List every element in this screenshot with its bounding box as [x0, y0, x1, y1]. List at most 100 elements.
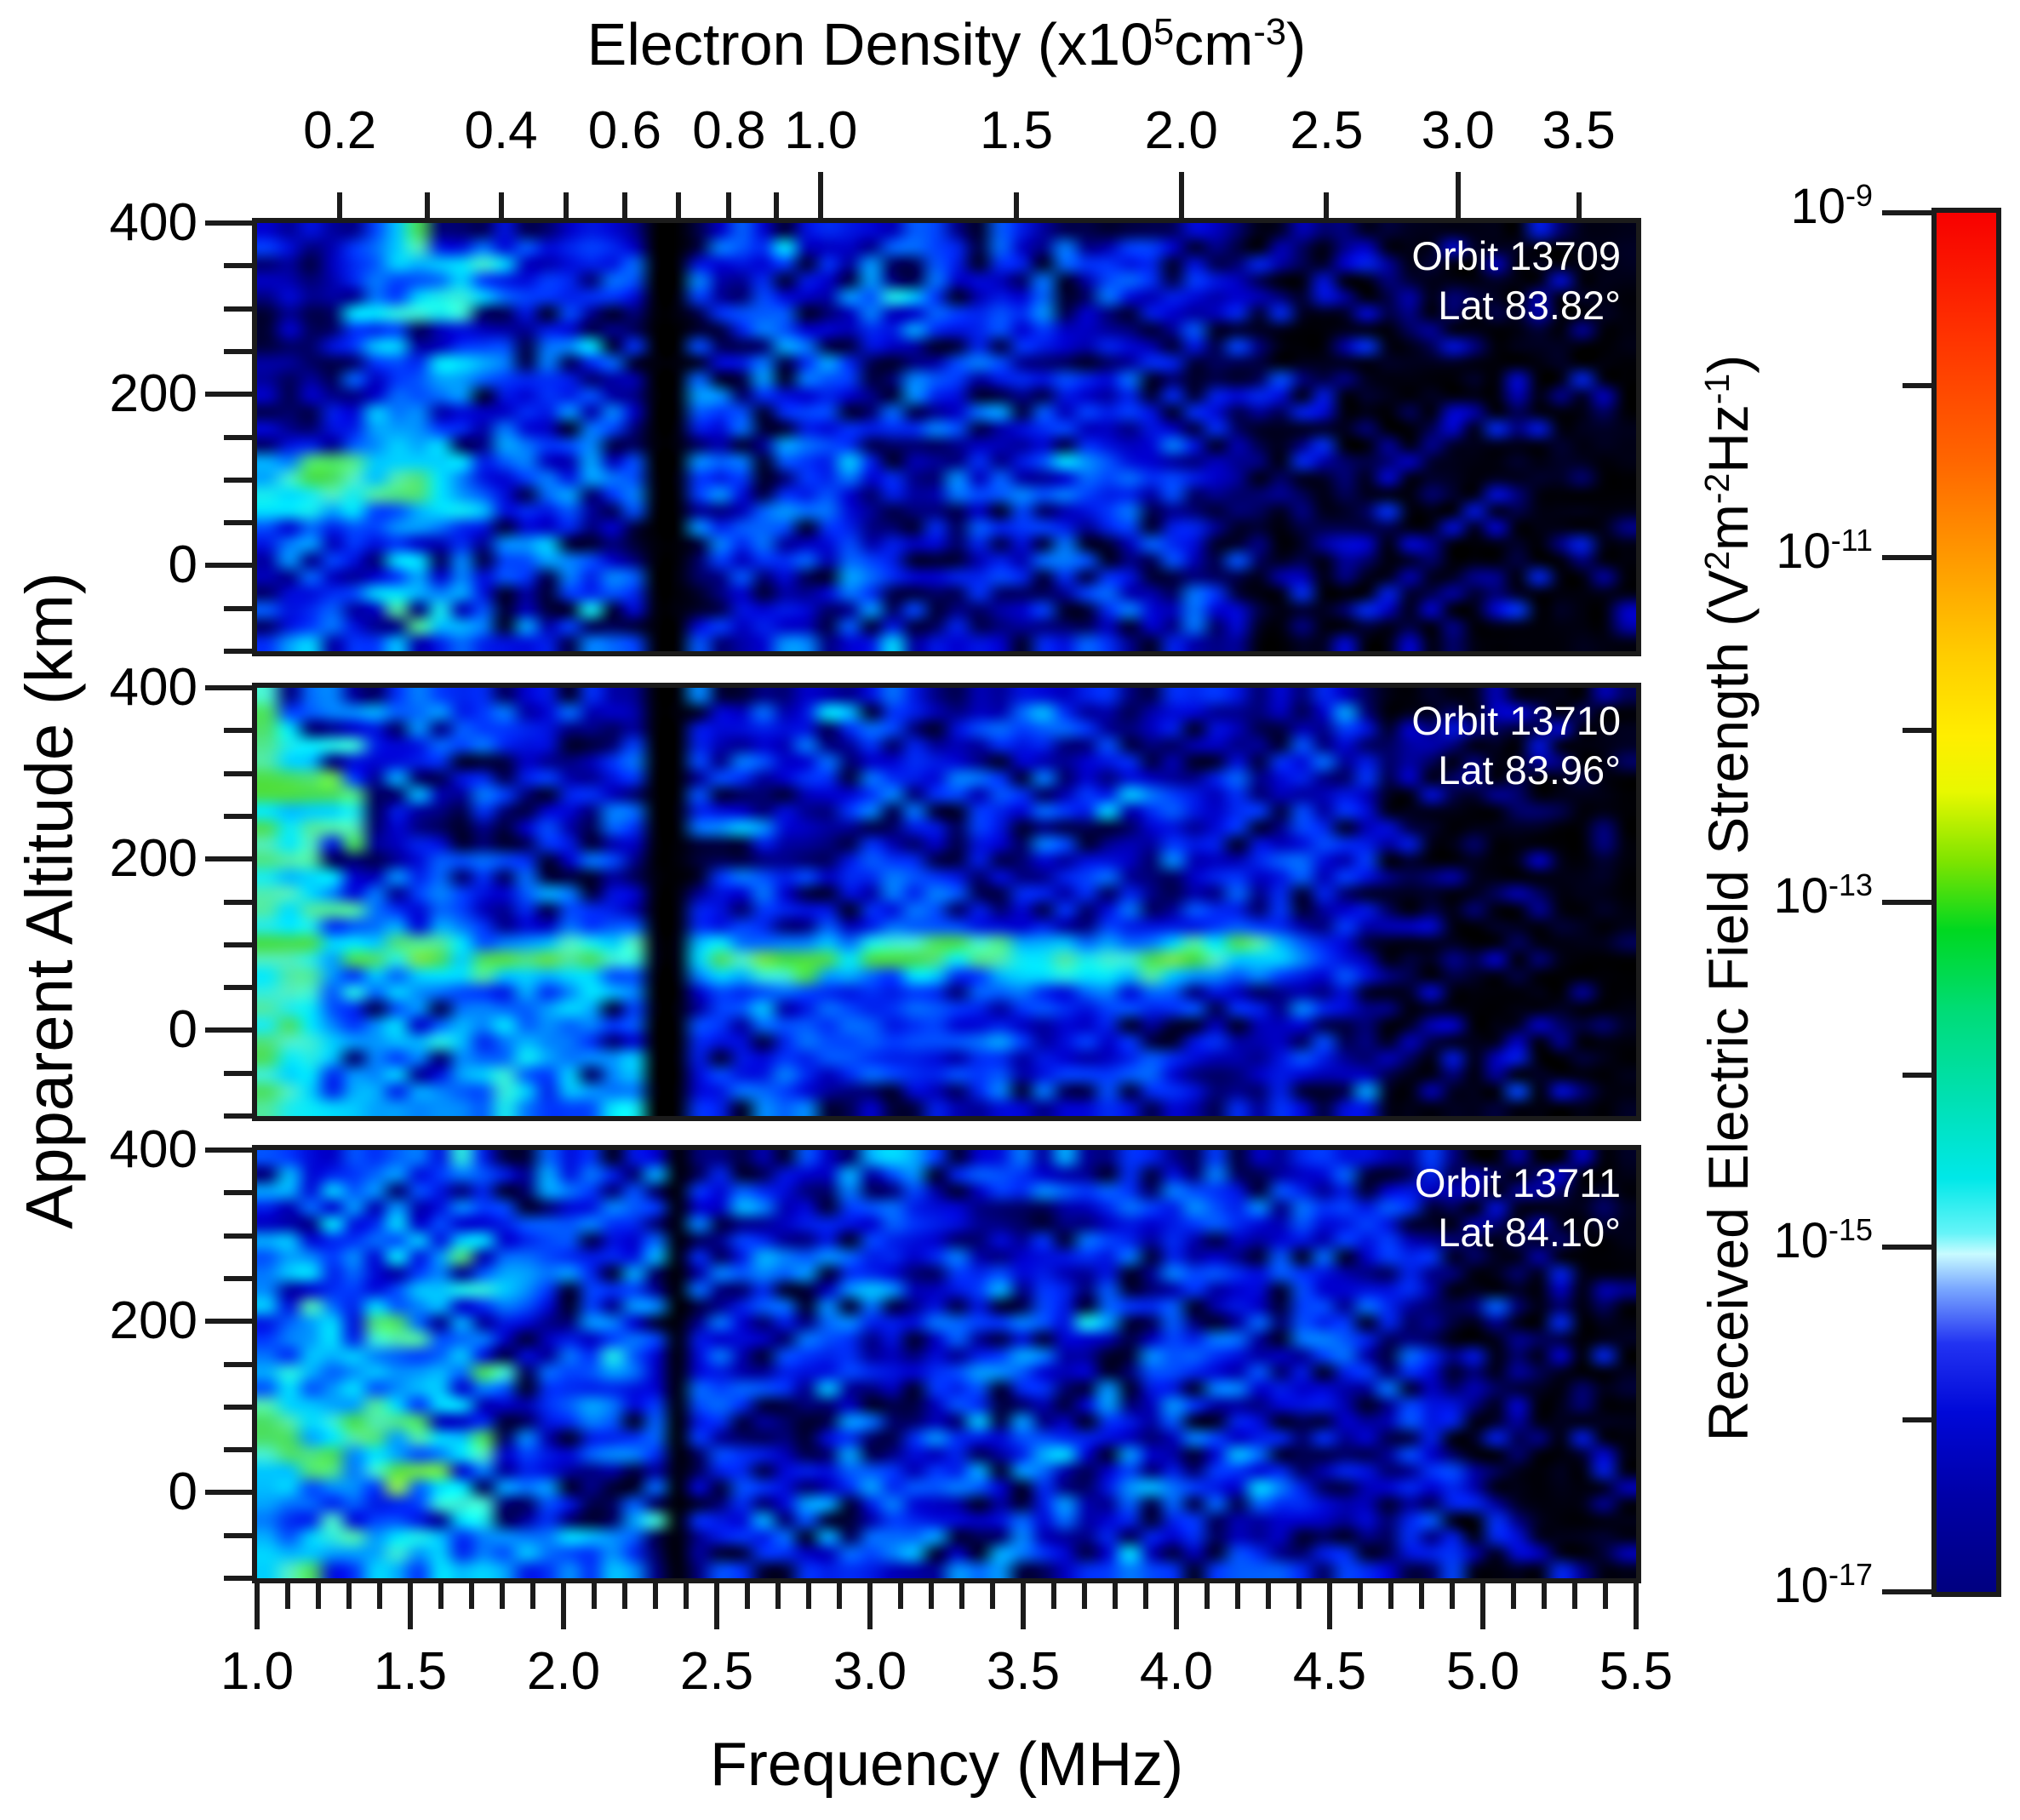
superscript-text: -9	[1845, 178, 1873, 214]
label-text: 10	[1773, 1213, 1829, 1268]
top-axis-tick-label: 0.2	[303, 101, 377, 160]
colorbar-major-tick	[1882, 900, 1931, 905]
x-axis-tick	[1480, 1583, 1485, 1629]
y-axis-tick	[224, 348, 252, 354]
panel-label-1: Orbit 13709 Lat 83.82°	[1411, 232, 1621, 330]
y-axis-tick	[205, 856, 252, 862]
x-axis-title: Frequency (MHz)	[709, 1731, 1184, 1799]
y-axis-tick	[224, 1233, 252, 1239]
x-axis-tick	[959, 1583, 964, 1609]
y-axis-tick	[224, 1361, 252, 1367]
y-axis-tick	[224, 1070, 252, 1076]
y-axis-tick	[205, 1319, 252, 1325]
x-axis-tick	[1450, 1583, 1455, 1609]
x-axis-tick	[622, 1583, 627, 1609]
x-axis-tick	[1051, 1583, 1056, 1609]
top-axis-tick-label: 2.0	[1144, 101, 1218, 160]
colorbar-title: Received Electric Field Strength (V2m-2H…	[1696, 355, 1760, 1442]
top-axis-tick-label: 2.5	[1290, 101, 1364, 160]
y-axis-tick	[224, 728, 252, 734]
top-axis-tick	[726, 192, 732, 218]
x-axis-tick	[806, 1583, 811, 1609]
top-axis-tick-label: 0.8	[692, 101, 766, 160]
panel-label-2: Orbit 13710 Lat 83.96°	[1411, 696, 1621, 795]
x-axis-tick	[1205, 1583, 1210, 1609]
x-axis-tick-label: 4.0	[1139, 1642, 1214, 1701]
y-axis-tick	[205, 1148, 252, 1153]
x-axis-tick	[990, 1583, 995, 1609]
y-axis-tick	[224, 1532, 252, 1538]
orbit-number-label: Orbit 13709	[1411, 233, 1621, 278]
label-text: 10	[1790, 179, 1846, 234]
y-axis-tick	[205, 563, 252, 569]
y-axis-tick	[224, 263, 252, 269]
colorbar-tick-label: 10-11	[1776, 523, 1873, 586]
colorbar-major-tick	[1882, 210, 1931, 215]
y-axis-tick	[224, 1275, 252, 1281]
label-text: 10	[1776, 524, 1831, 579]
colorbar-major-tick	[1882, 1589, 1931, 1594]
x-axis-tick	[469, 1583, 474, 1609]
x-axis-tick	[592, 1583, 597, 1609]
x-axis-tick	[1511, 1583, 1516, 1609]
top-axis-tick	[1576, 192, 1582, 218]
top-axis-title: Electron Density (x105cm-3)	[257, 10, 1636, 78]
x-axis-tick	[1327, 1583, 1332, 1629]
spectrogram-canvas-3	[257, 1150, 1636, 1578]
top-axis-tick-label: 0.4	[464, 101, 538, 160]
x-axis-tick	[929, 1583, 934, 1609]
x-axis-tick	[1021, 1583, 1026, 1629]
y-axis-tick-label: 0	[168, 1462, 197, 1522]
x-axis-tick	[316, 1583, 321, 1609]
top-axis-tick	[1014, 192, 1020, 218]
x-axis-tick-label: 2.5	[679, 1642, 754, 1701]
spectrogram-canvas-2	[257, 688, 1636, 1116]
top-axis-tick-label: 1.5	[979, 101, 1054, 160]
y-axis-tick	[224, 477, 252, 483]
x-axis-tick	[684, 1583, 689, 1609]
x-axis-tick	[1143, 1583, 1148, 1609]
x-axis-tick-label: 5.0	[1445, 1642, 1520, 1701]
x-axis-tick	[837, 1583, 842, 1609]
x-axis-tick	[1296, 1583, 1302, 1609]
x-axis-tick	[346, 1583, 352, 1609]
y-axis-tick	[224, 770, 252, 776]
y-axis-tick-label: 400	[109, 193, 197, 252]
x-axis-tick	[898, 1583, 903, 1609]
top-axis-tick	[424, 192, 430, 218]
x-axis-tick	[1082, 1583, 1087, 1609]
top-axis-tick	[818, 172, 824, 218]
spectrogram-panel-orbit-13711: Orbit 13711 Lat 84.10°	[252, 1145, 1641, 1583]
spectrogram-panel-orbit-13709: Orbit 13709 Lat 83.82°	[252, 218, 1641, 656]
superscript-text: -2	[1697, 472, 1737, 505]
x-axis-tick	[1235, 1583, 1240, 1609]
x-axis-tick	[653, 1583, 658, 1609]
x-axis-tick	[561, 1583, 566, 1629]
colorbar-major-tick	[1882, 555, 1931, 560]
x-axis-tick	[500, 1583, 505, 1609]
latitude-label: Lat 83.82°	[1438, 283, 1621, 328]
latitude-label: Lat 83.96°	[1438, 747, 1621, 793]
top-axis-tick	[337, 192, 343, 218]
top-axis-tick	[773, 192, 779, 218]
x-axis-tick-label: 4.5	[1292, 1642, 1367, 1701]
colorbar	[1931, 208, 2001, 1597]
y-axis-tick	[224, 605, 252, 611]
top-axis-tick-label: 0.6	[587, 101, 661, 160]
superscript-text: -3	[1253, 12, 1286, 54]
y-axis-tick	[205, 685, 252, 690]
x-axis-tick	[867, 1583, 873, 1629]
x-axis-tick	[1634, 1583, 1639, 1629]
superscript-text: -17	[1828, 1557, 1873, 1593]
x-axis-tick	[775, 1583, 781, 1609]
x-axis-tick-label: 1.5	[373, 1642, 448, 1701]
colorbar-tick-label: 10-13	[1774, 867, 1873, 930]
top-axis-tick	[676, 192, 682, 218]
label-text: 10	[1773, 1558, 1829, 1613]
y-axis-tick	[224, 1113, 252, 1119]
x-axis-tick	[1266, 1583, 1271, 1609]
y-axis-tick	[205, 392, 252, 398]
colorbar-tick-label: 10-9	[1790, 178, 1873, 241]
superscript-text: 5	[1153, 12, 1175, 54]
